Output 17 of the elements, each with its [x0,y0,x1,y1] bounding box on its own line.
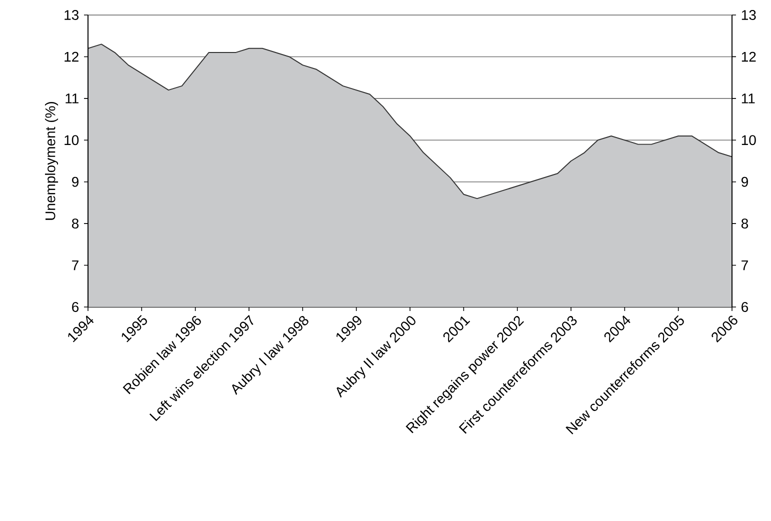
y2-tick-label: 6 [742,302,748,312]
y-tick-label: 12 [64,52,78,62]
y2-tick-label: 13 [742,10,756,20]
y-tick-label: 8 [72,218,79,229]
y-tick-label: 9 [72,176,78,187]
y-tick-label: 6 [72,302,79,312]
y2-tick-label: 8 [741,218,748,229]
y2-tick-label: 7 [742,260,748,270]
y2-tick-label: 12 [742,52,756,62]
y2-tick-label: 11 [742,94,755,104]
y2-tick-label: 10 [742,135,756,146]
y-tick-label: 10 [64,135,79,146]
y-axis-title: Unemployment (%) [44,102,58,220]
y-tick-label: 11 [66,94,78,104]
y2-tick-label: 9 [742,176,748,187]
y-tick-label: 13 [64,10,79,20]
y-tick-label: 7 [72,260,78,270]
